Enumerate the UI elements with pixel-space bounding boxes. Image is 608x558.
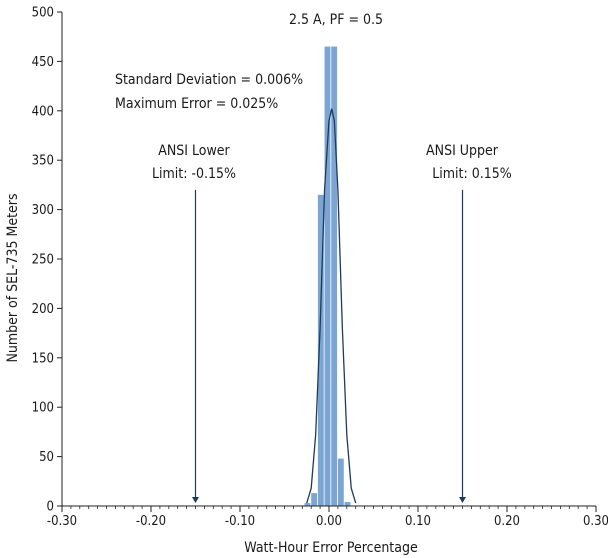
y-tick-label-50: 50 [39, 450, 54, 465]
x-tick-label-2: -0.10 [225, 514, 255, 529]
y-tick-label-300: 300 [32, 203, 54, 218]
normal-fit-curve [306, 108, 357, 504]
y-tick-label-400: 400 [32, 104, 54, 119]
x-tick-label-5: 0.20 [494, 514, 520, 529]
x-tick-label-0: -0.30 [47, 514, 77, 529]
y-tick-label-250: 250 [32, 253, 54, 268]
y-tick-label-450: 450 [32, 55, 54, 70]
plot-area: 0 50 100 150 200 250 300 350 400 450 500 -0.30 -0.20… [32, 6, 608, 530]
y-tick-label-150: 150 [32, 351, 54, 366]
y-tick-label-350: 350 [32, 154, 54, 169]
ansi-lower-label-line1: ANSI Lower [158, 143, 230, 159]
histogram-bar-2 [317, 194, 324, 506]
histogram-bar-0 [304, 503, 311, 506]
chart-title: 2.5 A, PF = 0.5 [289, 12, 383, 28]
histogram-bar-1 [311, 493, 318, 506]
histogram-bar-5 [337, 458, 344, 506]
y-tick-label-100: 100 [32, 401, 54, 416]
x-tick-label-3: 0.00 [316, 514, 342, 529]
histogram-bar-6 [344, 502, 351, 506]
ansi-upper-label-line2: Limit: 0.15% [432, 166, 511, 182]
stats-std-dev: Standard Deviation = 0.006% [115, 72, 303, 88]
y-tick-label-0: 0 [47, 500, 54, 515]
x-tick-label-4: 0.10 [405, 514, 431, 529]
ansi-upper-arrow-head [459, 497, 466, 503]
y-tick-label-500: 500 [32, 6, 54, 21]
histogram-bar-3 [324, 46, 331, 507]
y-tick-label-200: 200 [32, 302, 54, 317]
ansi-upper-label-line1: ANSI Upper [426, 143, 499, 159]
stats-max-error: Maximum Error = 0.025% [115, 96, 278, 112]
y-axis-title: Number of SEL-735 Meters [5, 193, 21, 362]
ansi-lower-label-line2: Limit: -0.15% [152, 166, 236, 182]
x-axis-title: Watt-Hour Error Percentage [244, 540, 418, 556]
x-tick-label-1: -0.20 [136, 514, 166, 529]
ansi-lower-arrow-head [192, 497, 199, 503]
histogram-bar-4 [331, 46, 338, 507]
x-tick-label-6: 0.30 [583, 514, 608, 529]
